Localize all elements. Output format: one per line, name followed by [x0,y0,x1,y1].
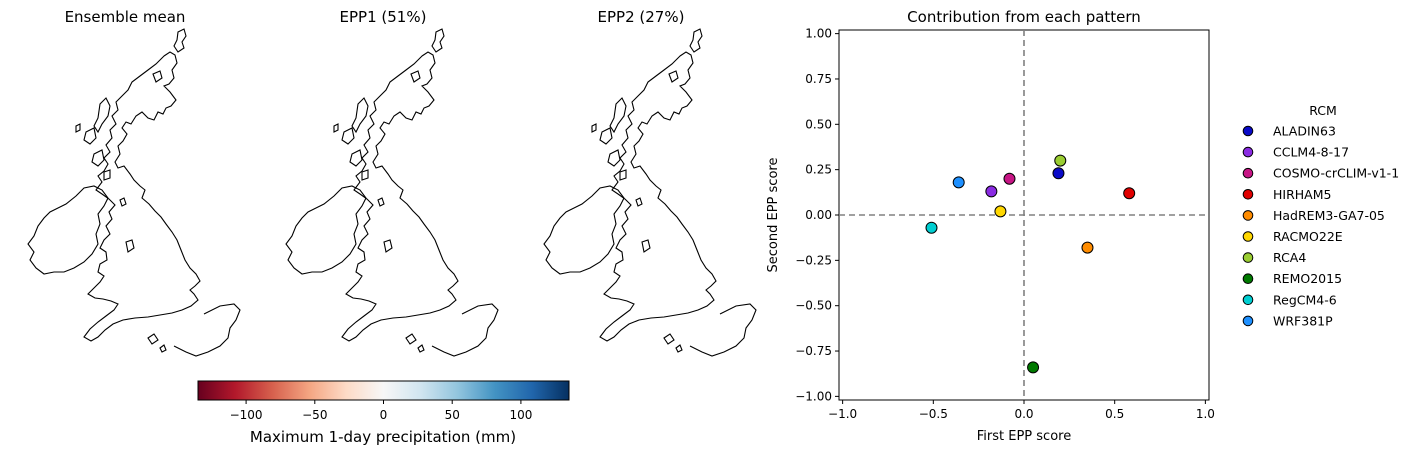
map-title: EPP2 (27%) [598,8,685,26]
legend-marker [1242,315,1254,327]
y-tick-label: −0.25 [795,253,832,267]
legend-marker [1242,167,1254,179]
legend-marker [1242,273,1254,285]
legend-entry-label: RCA4 [1273,250,1306,265]
x-axis-ticks: −1.0 −0.5 0.0 0.5 1.0 [828,400,1215,421]
coastline [544,29,757,357]
map-panel-ensemble-mean: Ensemble mean [0,8,260,380]
y-axis-ticks: 1.00 0.75 0.50 0.25 0.00 −0.25 −0.50 −0.75 −1.00 [795,27,839,403]
legend-entry-label: RegCM4-6 [1273,292,1337,307]
legend-marker [1242,189,1254,200]
legend-title: RCM [1309,103,1337,118]
legend-entry-label: ALADIN63 [1273,124,1336,139]
legend-entry-label: HIRHAM5 [1273,187,1331,202]
coastline [286,29,499,357]
colorbar-tick-label: −100 [230,408,263,422]
chart-title: Contribution from each pattern [907,8,1141,26]
map-fill [516,20,776,380]
point-regcm4-6 [925,221,938,234]
x-tick-label: 1.0 [1196,407,1215,421]
point-racmo22e [994,205,1007,218]
legend-marker [1242,146,1254,158]
legend-marker [1242,231,1254,242]
y-axis-label: Second EPP score [766,158,781,273]
map-panel-epp2: EPP2 (27%) [516,8,776,380]
x-tick-label: 0.0 [1014,407,1033,421]
colorbar-tick-label: −50 [302,408,327,422]
x-tick-label: 0.5 [1105,407,1124,421]
y-tick-label: −0.75 [795,344,832,358]
legend-marker [1242,210,1254,221]
colorbar-tick-label: 50 [445,408,460,422]
x-tick-label: −1.0 [828,407,857,421]
colorbar-label: Maximum 1-day precipitation (mm) [250,428,516,446]
y-tick-label: 0.00 [805,208,832,222]
y-tick-label: 0.50 [805,117,832,131]
legend: RCM ALADIN63 CCLM4-8-17 COSMO-crCLIM-v1-1 H… [1242,103,1399,328]
reference-lines [839,30,1209,400]
colorbar-tick-label: 100 [509,408,532,422]
legend-entry-label: COSMO-crCLIM-v1-1 [1273,166,1399,181]
legend-marker [1242,252,1254,263]
coastline [28,29,241,357]
colorbar-gradient [197,380,570,401]
legend-marker [1242,294,1254,306]
point-wrf381p [952,176,965,189]
x-axis-label: First EPP score [977,429,1071,444]
map-panel-epp1: EPP1 (51%) [258,8,518,380]
scatter-chart: Contribution from each pattern −1.0 −0.5 0… [766,8,1215,444]
legend-entry-label: RACMO22E [1273,229,1343,244]
legend-entry-label: WRF381P [1273,313,1333,328]
colorbar-ticks: −100 −50 0 50 100 [230,400,532,422]
point-rca4 [1054,154,1067,167]
map-fill [0,20,260,380]
point-hadrem3-ga7-05 [1081,241,1094,254]
map-fill [258,20,518,380]
colorbar: −100 −50 0 50 100 Maximum 1-day precipitatio… [197,380,570,446]
legend-entry-label: CCLM4-8-17 [1273,145,1349,160]
y-tick-label: 0.25 [805,163,832,177]
map-title: EPP1 (51%) [340,8,427,26]
map-title: Ensemble mean [65,8,186,26]
y-tick-label: 1.00 [805,27,832,41]
legend-entry-label: HadREM3-GA7-05 [1273,208,1385,223]
legend-entry-label: REMO2015 [1273,271,1342,286]
y-tick-label: −1.00 [795,389,832,403]
x-tick-label: −0.5 [919,407,948,421]
point-aladin63 [1052,167,1065,180]
point-remo2015 [1027,361,1040,374]
y-tick-label: −0.50 [795,299,832,313]
point-cosmo-crclim-v1-1 [1003,172,1016,185]
data-points [925,154,1136,374]
point-cclm4-8-17 [985,185,998,198]
point-hirham5 [1123,187,1136,200]
y-tick-label: 0.75 [805,72,832,86]
colorbar-tick-label: 0 [380,408,388,422]
legend-marker [1242,125,1254,137]
